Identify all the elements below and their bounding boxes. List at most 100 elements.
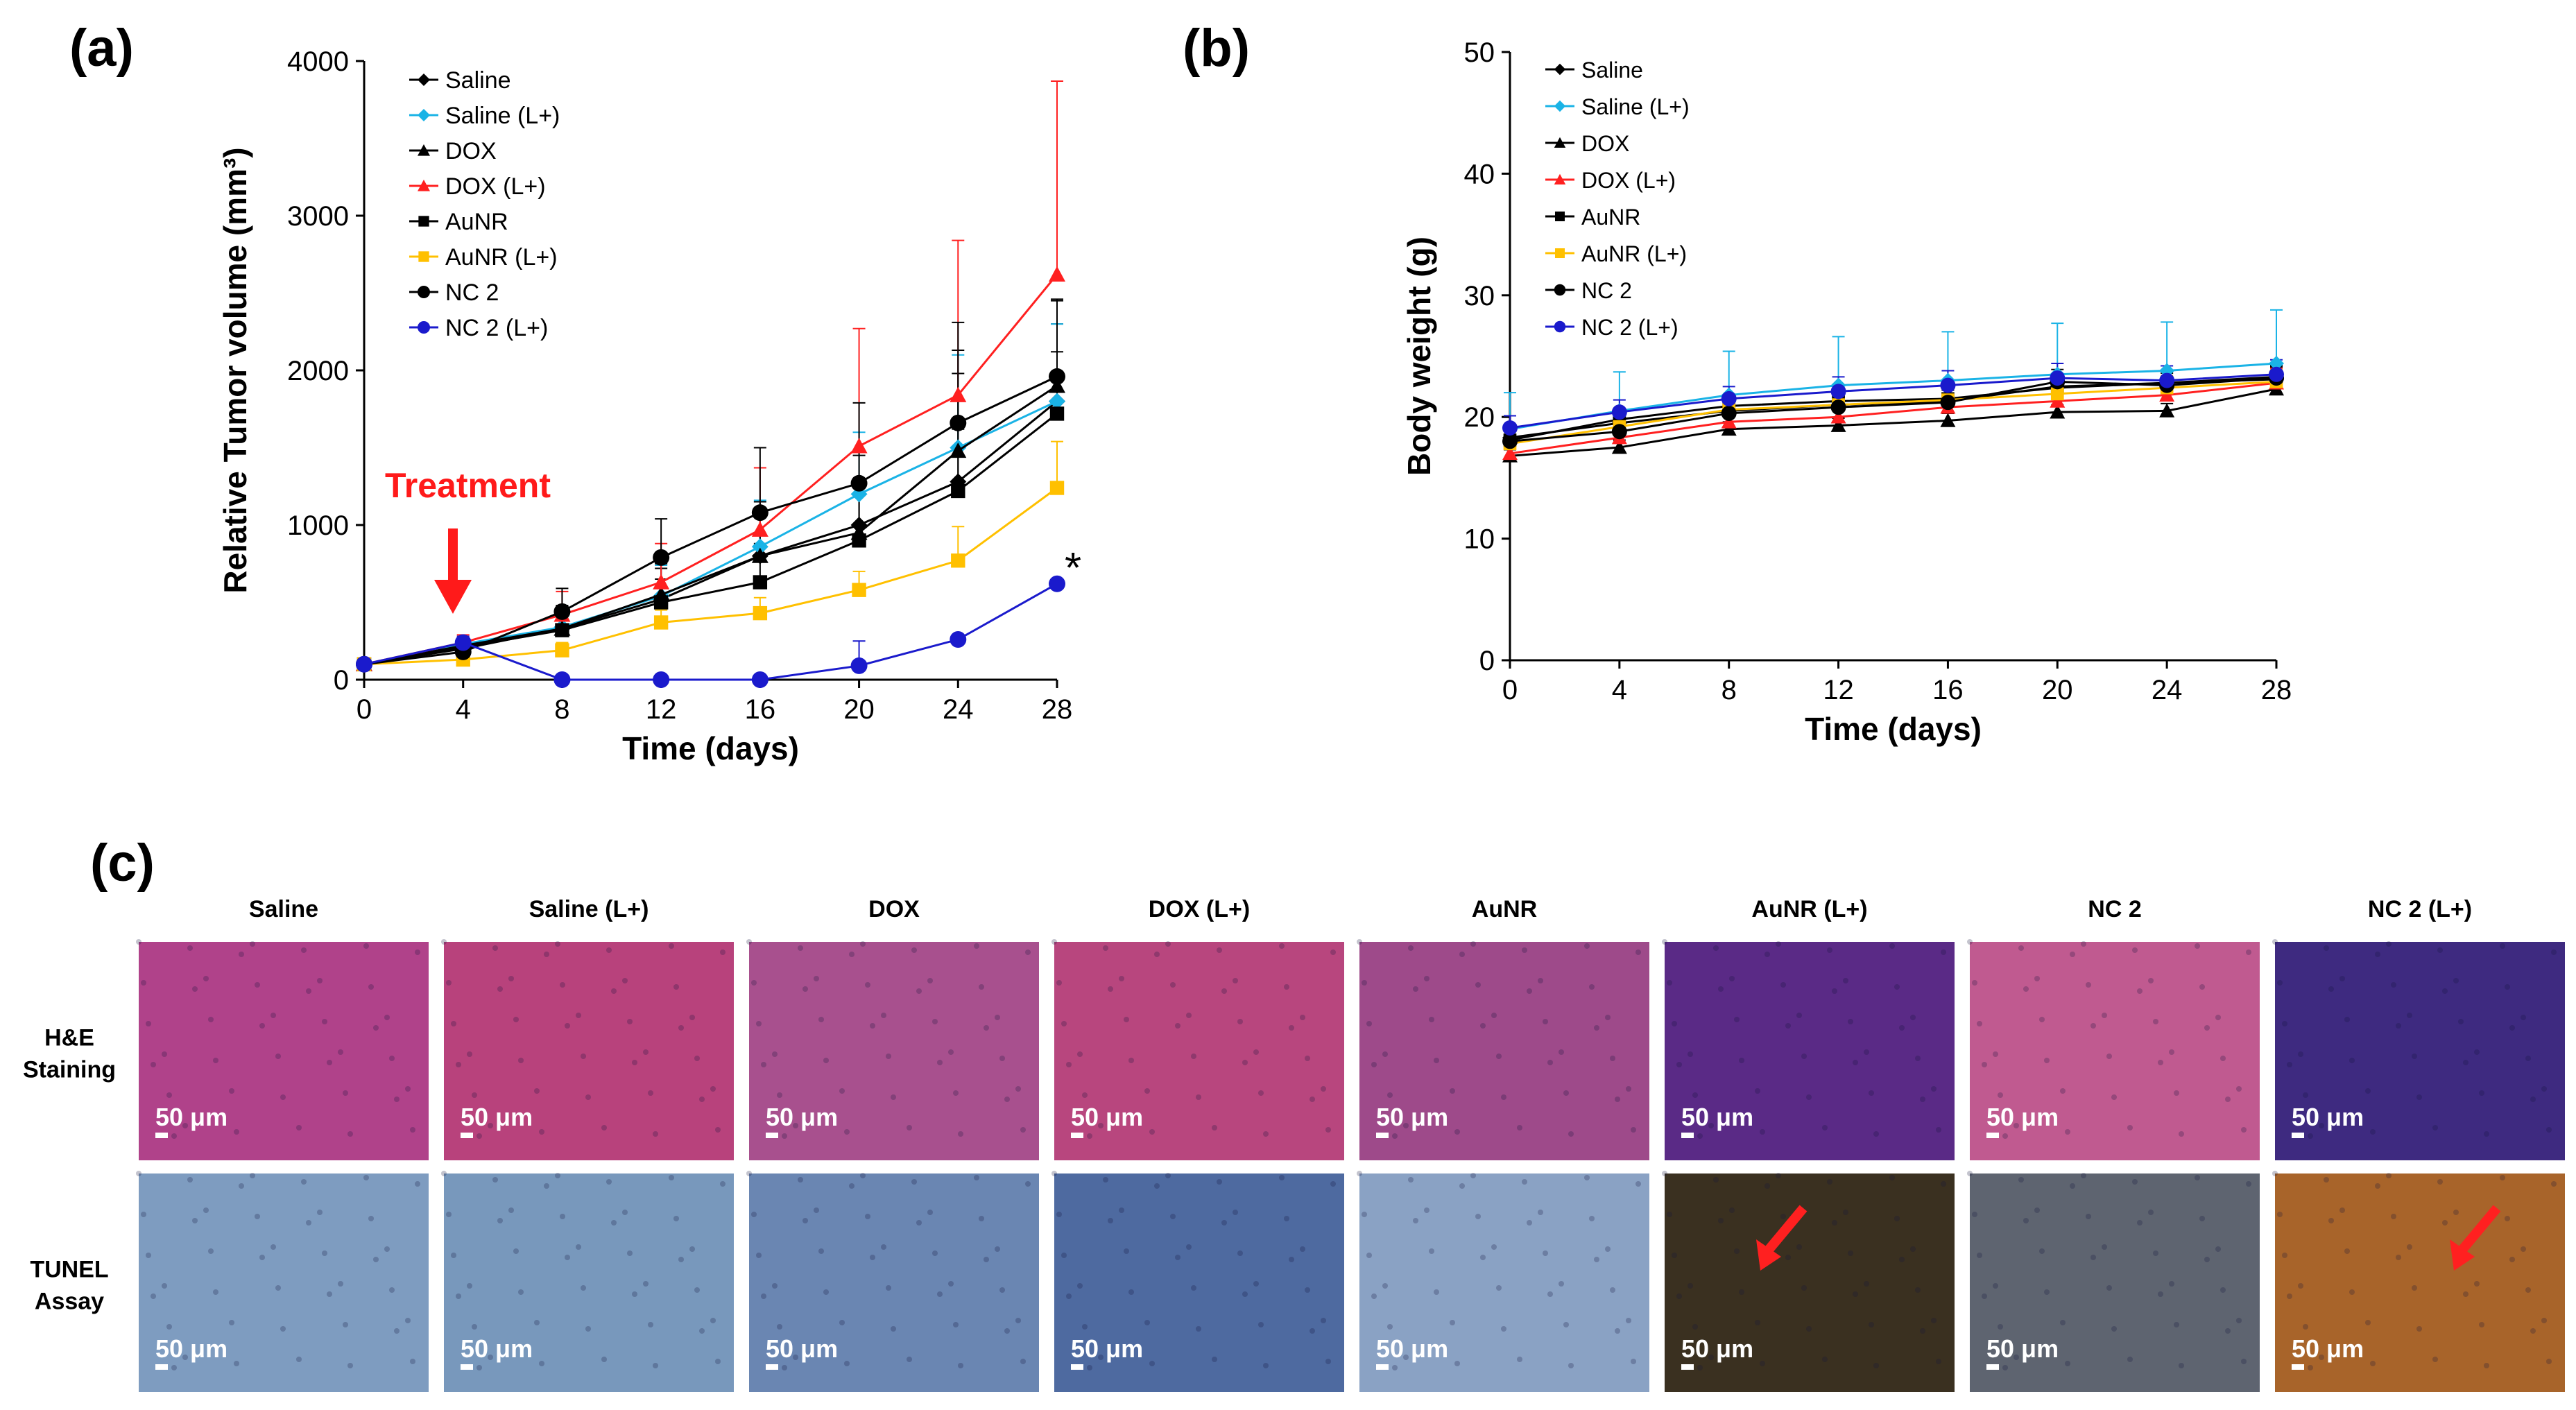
tissue-texture [229,1320,234,1325]
point-aunr-l [852,583,866,597]
tissue-texture [793,1123,798,1128]
tissue-texture [2525,1056,2531,1061]
tissue-texture [881,1244,886,1250]
tissue-texture [761,1293,766,1299]
tissue-texture [347,1363,353,1368]
tissue-texture [1454,1361,1460,1366]
tissue-texture [2169,1049,2174,1055]
tissue-texture [1708,1123,1714,1128]
tissue-texture [1662,1171,1667,1176]
tissue-texture [995,1246,1000,1252]
tissue-texture [1263,1131,1269,1137]
tissue-texture [1212,1357,1217,1362]
tissue-texture [1594,1025,1599,1031]
tissue-texture [1051,939,1057,945]
x-tick-label: 12 [1823,675,1854,705]
tissue-texture [446,1212,452,1217]
tissue-texture [865,982,870,988]
point-aunr [852,533,866,548]
tissue-texture [234,1361,239,1366]
point-dox [1049,377,1065,393]
tissue-texture [389,1056,395,1061]
tissue-texture [2324,1177,2329,1183]
tissue-texture [927,978,933,983]
point-dox-l [2050,393,2066,408]
tissue-texture [751,1212,757,1217]
tissue-texture [1170,1214,1176,1219]
scale-bar [1681,1364,1694,1370]
point-aunr [555,623,569,637]
legend-marker-nc-2 [1554,284,1566,296]
tissue-texture [497,1218,503,1223]
tissue-texture [2365,1320,2371,1325]
tissue-texture [259,1255,265,1260]
he-image-dox-l [1054,942,1344,1160]
tissue-texture [146,1021,151,1026]
tissue-texture [2298,1051,2303,1057]
tissue-texture [2034,1207,2040,1213]
tissue-texture [1321,1086,1326,1092]
tissue-texture [953,1090,959,1096]
scale-bar [1071,1133,1083,1138]
tumor-volume-chart: 0 1000 2000 3000 4000 0 4 8 12 16 20 24 28 Time (days… [217,46,1072,766]
tissue-texture [1688,1283,1693,1289]
tissue-texture [1967,939,1973,945]
point-nc-2-l [653,671,670,688]
tissue-texture [1330,949,1336,955]
tissue-texture [2023,986,2029,992]
tissue-texture [2442,1220,2448,1226]
tissue-texture [2195,1175,2200,1180]
tissue-texture [984,1025,989,1031]
tissue-texture [317,978,323,983]
tissue-texture [1186,1244,1192,1250]
tissue-texture [1263,1363,1269,1368]
y-tick-label: 2000 [287,356,349,386]
tissue-texture [1429,1248,1434,1254]
tissue-texture [2013,1355,2019,1360]
tissue-texture [2407,1244,2412,1250]
tissue-texture [2521,1246,2526,1252]
point-nc-2-l [1721,390,1737,406]
tissue-texture [1931,1318,1937,1323]
tissue-texture [1289,1025,1294,1031]
series-line-nc-2-l [1509,373,2277,429]
y-tick-label: 20 [1464,402,1495,433]
tissue-texture [343,1322,348,1327]
scale-bar [1986,1364,1999,1370]
tissue-texture [793,1355,798,1360]
y-tick-label: 0 [1479,646,1495,676]
tissue-texture [203,976,209,981]
tissue-texture [1154,1183,1160,1189]
tissue-texture [1605,1015,1611,1020]
tissue-texture [979,984,984,990]
tissue-texture [280,1094,286,1100]
tissue-texture [2204,1025,2210,1031]
column-header-saline: Saline [249,896,318,922]
tunel-image-saline [139,1173,429,1392]
tissue-texture [937,1060,943,1065]
column-header-aunr-l: AuNR (L+) [1751,896,1867,922]
tissue-texture [1729,1207,1735,1213]
tissue-texture [1221,1220,1227,1226]
tissue-texture [1496,1285,1502,1291]
tissue-texture [823,1289,829,1295]
tissue-texture [2282,1253,2287,1258]
tissue-texture [1776,1173,1781,1178]
series-line-dox-l [363,273,1058,666]
tissue-texture [1279,1175,1285,1180]
tissue-texture [1801,1285,1807,1291]
tissue-texture [585,1326,591,1332]
legend-entry-dox: DOX [445,138,497,164]
tissue-texture [560,1214,565,1219]
series-line-aunr-l [363,487,1058,666]
tissue-texture [492,945,498,951]
tissue-texture [1066,1293,1072,1299]
tissue-texture [1760,1361,1765,1366]
tissue-texture [2204,1257,2210,1262]
tissue-texture [259,1023,265,1029]
tissue-texture [488,1355,493,1360]
point-nc-2-l [1940,377,1956,393]
tissue-texture [2246,1181,2251,1187]
tissue-texture [678,1257,684,1262]
point-aunr-l [951,553,965,568]
